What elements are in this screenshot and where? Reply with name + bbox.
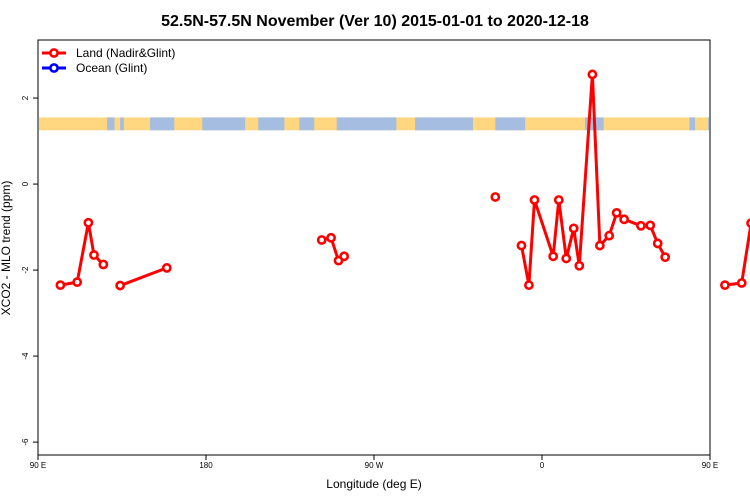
data-point <box>529 195 540 205</box>
data-point <box>339 251 350 262</box>
ocean-band-segment <box>299 117 315 131</box>
data-point <box>746 218 750 228</box>
y-tick-label: -6 <box>21 438 30 446</box>
ocean-band-segment <box>336 117 397 131</box>
data-point <box>72 277 83 288</box>
ocean-band-segment <box>202 117 246 131</box>
x-axis: 90 E 180 90 W 0 90 E <box>30 455 718 470</box>
ocean-band-segment <box>495 117 526 131</box>
y-axis-label: XCO2 - MLO trend (ppm) <box>0 181 13 316</box>
ocean-band-segment <box>120 117 124 131</box>
ocean-band-segment <box>107 117 115 131</box>
data-point <box>490 192 501 202</box>
data-point <box>89 250 99 260</box>
data-point <box>594 240 605 251</box>
data-point <box>561 253 572 264</box>
data-point <box>611 207 622 218</box>
legend-label: Land (Nadir&Glint) <box>76 46 175 60</box>
data-point <box>55 280 66 291</box>
x-tick-label: 0 <box>540 461 545 470</box>
ocean-band-segment <box>150 117 175 131</box>
data-point <box>548 251 559 262</box>
plot-frame <box>37 39 711 456</box>
legend-marker <box>49 48 59 58</box>
data-point <box>660 252 671 263</box>
data-point <box>568 223 579 234</box>
series-line <box>724 222 750 287</box>
data-point <box>524 280 534 291</box>
data-point <box>604 230 615 241</box>
data-point <box>161 263 172 273</box>
y-tick-label: -4 <box>21 352 30 360</box>
data-point <box>115 280 126 291</box>
data-point <box>553 195 564 205</box>
data-point <box>326 232 336 243</box>
data-point <box>587 69 598 80</box>
legend-marker <box>49 63 59 73</box>
x-tick-label: 180 <box>199 461 213 470</box>
ocean-band-segment <box>708 117 709 131</box>
y-tick-label: -2 <box>21 266 30 274</box>
data-point <box>645 220 656 231</box>
y-axis: 2 0 -2 -4 -6 <box>21 95 38 446</box>
legend: Land (Nadir&Glint)Ocean (Glint) <box>42 46 175 75</box>
x-tick-label: 90 E <box>30 461 46 470</box>
data-point <box>316 235 327 245</box>
data-point <box>736 278 747 288</box>
data-point <box>98 259 109 270</box>
legend-label: Ocean (Glint) <box>76 61 147 75</box>
data-point <box>619 214 630 225</box>
y-tick-label: 2 <box>21 95 30 100</box>
data-point <box>636 220 646 231</box>
series-line <box>520 72 667 287</box>
x-tick-label: 90 W <box>365 461 384 470</box>
data-point <box>83 217 94 228</box>
series-line <box>119 266 168 288</box>
data-point <box>516 240 527 251</box>
ocean-band-segment <box>689 117 696 131</box>
y-tick-label: 0 <box>21 181 30 186</box>
data-point <box>720 280 730 291</box>
x-axis-label: Longitude (deg E) <box>326 477 421 491</box>
chart-title: 52.5N-57.5N November (Ver 10) 2015-01-01… <box>161 13 589 30</box>
x-tick-label: 90 E <box>702 461 718 470</box>
ocean-band-segment <box>258 117 285 131</box>
data-point <box>652 238 663 249</box>
plot-area <box>39 69 750 291</box>
ocean-band-segment <box>415 117 473 131</box>
data-point <box>574 260 585 271</box>
